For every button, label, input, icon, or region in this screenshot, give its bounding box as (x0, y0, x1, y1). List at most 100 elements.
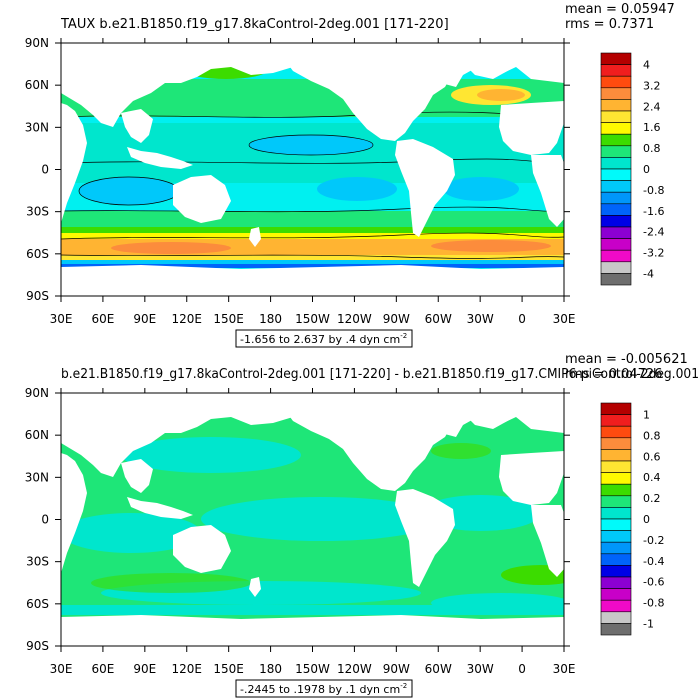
legend-level-label: -0.2 (643, 534, 664, 547)
legend-level-label: -1 (643, 617, 654, 630)
lon-tick-label: 120W (337, 662, 372, 676)
legend-swatch (600, 576, 632, 589)
lon-tick-label: 0 (518, 312, 526, 326)
legend-swatch (600, 565, 632, 578)
legend-swatch (600, 425, 632, 439)
lon-tick-label: 30E (553, 312, 576, 326)
legend-level-label: 0.8 (643, 429, 661, 442)
legend-swatch (600, 249, 632, 263)
lon-tick-label: 120E (172, 662, 203, 676)
lon-tick-label: 30E (50, 662, 73, 676)
range-note: -1.656 to 2.637 by .4 dyn cm-2 (240, 332, 407, 346)
legend-swatch (600, 273, 632, 286)
legend-swatch (600, 75, 632, 89)
legend-swatch (600, 122, 632, 135)
panel-1-title: TAUX b.e21.B1850.f19_g17.8kaControl-2deg… (60, 17, 449, 32)
lon-tick-label: 150E (213, 662, 244, 676)
lon-tick-label: 0 (518, 662, 526, 676)
legend-swatch (600, 191, 632, 205)
legend-swatch (600, 530, 632, 543)
legend-level-label: -3.2 (643, 247, 664, 260)
legend-level-label: 0.8 (643, 142, 661, 155)
legend-swatch (600, 495, 632, 508)
legend-swatch (600, 437, 632, 450)
lon-tick-label: 150E (213, 312, 244, 326)
lon-tick-label: 60E (91, 312, 114, 326)
lon-tick-label: 90E (133, 312, 156, 326)
legend-swatch (600, 238, 632, 251)
lon-tick-label: 120W (337, 312, 372, 326)
lat-tick-label: 90S (26, 289, 49, 303)
legend-swatch (600, 623, 632, 636)
legend-level-label: -0.4 (643, 555, 664, 568)
lon-tick-label: 180 (259, 662, 282, 676)
legend-swatch (600, 52, 632, 65)
lat-tick-label: 90S (26, 639, 49, 653)
lon-tick-label: 150W (295, 312, 330, 326)
lat-tick-label: 30S (26, 555, 49, 569)
range-note: -.2445 to .1978 by .1 dyn cm-2 (240, 682, 407, 696)
lon-tick-label: 150W (295, 662, 330, 676)
panel-2-mean: mean = -0.005621 (565, 352, 688, 367)
legend-swatch (600, 449, 632, 462)
legend-level-label: 0.6 (643, 450, 661, 463)
legend-swatch (600, 507, 632, 520)
legend-swatch (600, 168, 632, 181)
panel-1-map (61, 43, 564, 296)
range-note-box (235, 329, 413, 348)
lon-tick-label: 30E (50, 312, 73, 326)
legend-swatch (600, 588, 632, 601)
legend-level-label: -1.6 (643, 205, 664, 218)
legend-swatch (600, 99, 632, 112)
legend-swatch (600, 611, 632, 624)
lon-tick-label: 60W (425, 312, 452, 326)
range-note-sup: -2 (400, 682, 407, 690)
lat-tick-label: 60S (26, 597, 49, 611)
legend-level-label: 2.4 (643, 100, 661, 113)
legend-level-label: 0.2 (643, 492, 661, 505)
lon-tick-label: 120E (172, 312, 203, 326)
panel-1: TAUX b.e21.B1850.f19_g17.8kaControl-2deg… (60, 2, 675, 297)
lon-tick-label: 90E (133, 662, 156, 676)
lon-tick-label: 60E (91, 662, 114, 676)
legend-swatch (600, 483, 632, 497)
legend-level-label: -0.6 (643, 576, 664, 589)
legend-level-label: -2.4 (643, 226, 664, 239)
legend-level-label: 1 (643, 409, 650, 422)
lon-tick-label: 180 (259, 312, 282, 326)
legend-swatch (600, 261, 632, 274)
range-note-box (235, 679, 413, 698)
legend-level-label: -4 (643, 267, 654, 280)
legend-swatch (600, 402, 632, 415)
legend-level-label: 3.2 (643, 79, 661, 92)
lat-tick-label: 0 (41, 513, 49, 527)
legend-swatch (600, 226, 632, 239)
legend-swatch (600, 518, 632, 531)
legend-swatch (600, 145, 632, 158)
legend-swatch (600, 599, 632, 613)
legend-swatch (600, 472, 632, 485)
legend-swatch (600, 157, 632, 170)
panel-1-mean: mean = 0.05947 (565, 2, 675, 17)
legend-level-label: 0 (643, 163, 650, 176)
legend-swatch (600, 133, 632, 147)
panel-2: b.e21.B1850.f19_g17.8kaControl-2deg.001 … (60, 352, 699, 647)
range-note-sup: -2 (400, 332, 407, 340)
lat-tick-label: 30N (25, 120, 49, 134)
lat-tick-label: 0 (41, 163, 49, 177)
legend-level-label: -0.8 (643, 597, 664, 610)
legend-swatch (600, 414, 632, 427)
legend-swatch (600, 541, 632, 555)
lat-tick-label: 60N (25, 428, 49, 442)
legend-swatch (600, 87, 632, 100)
lat-tick-label: 90N (25, 386, 49, 400)
lon-tick-label: 30W (467, 662, 494, 676)
legend-swatch (600, 460, 632, 473)
legend-swatch (600, 215, 632, 228)
legend-swatch (600, 110, 632, 123)
legend-level-label: 0 (643, 513, 650, 526)
lon-tick-label: 90W (383, 312, 410, 326)
panel-1-rms: rms = 0.7371 (565, 17, 654, 32)
legend-swatch (600, 553, 632, 566)
